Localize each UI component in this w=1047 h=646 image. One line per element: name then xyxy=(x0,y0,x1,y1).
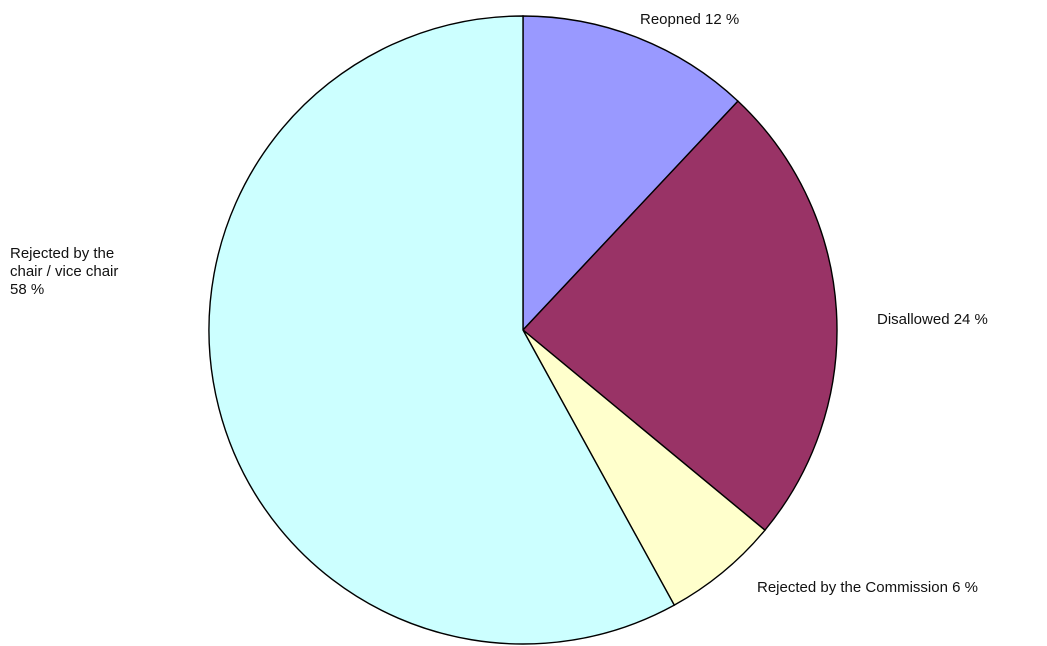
slice-label-reopned: Reopned 12 % xyxy=(640,11,739,28)
slice-label-disallowed: Disallowed 24 % xyxy=(877,311,988,328)
slice-label-rejected-by-the-commission: Rejected by the Commission 6 % xyxy=(757,579,978,596)
slice-label-line: Disallowed 24 % xyxy=(877,311,988,328)
slice-label-line: Reopned 12 % xyxy=(640,11,739,28)
slices-layer xyxy=(208,15,838,645)
pie-slice-reopned xyxy=(522,15,739,332)
slice-label-line: Rejected by the xyxy=(10,245,114,262)
labels-layer: Reopned 12 % Disallowed 24 % Rejected by t… xyxy=(10,11,988,596)
pie-slice-rejected-by-the-commission xyxy=(522,329,766,607)
pie-slice-rejected-by-the-chair-vice-chair xyxy=(208,15,676,645)
slice-label-line: 58 % xyxy=(10,281,44,298)
slice-label-line: Rejected by the Commission 6 % xyxy=(757,579,978,596)
slice-label-line: chair / vice chair xyxy=(10,263,118,280)
pie-slice-disallowed xyxy=(521,100,838,532)
slice-label-rejected-by-the-chair-vice-chair: Rejected by the chair / vice chair 58 % xyxy=(10,245,118,298)
